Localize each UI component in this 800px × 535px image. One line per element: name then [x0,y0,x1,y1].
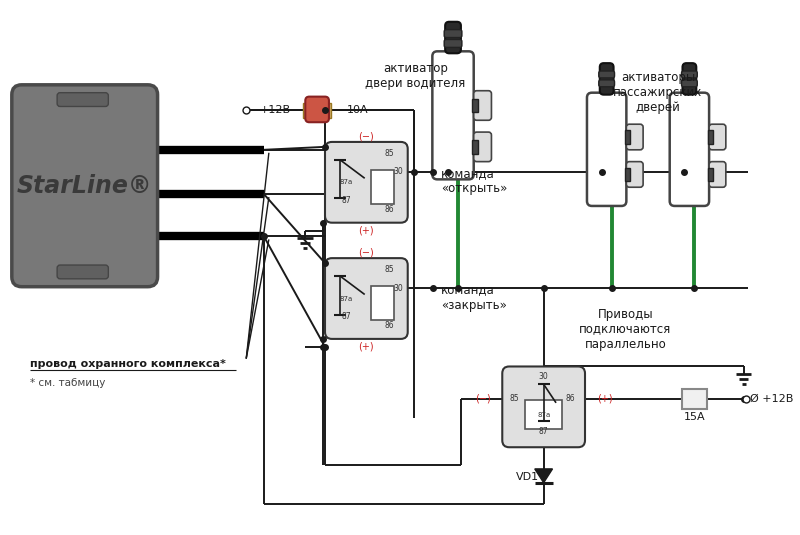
Text: 85: 85 [385,265,394,274]
Bar [526,400,562,430]
Bar [303,103,310,118]
Bar [708,130,713,144]
FancyBboxPatch shape [709,124,726,150]
Text: 86: 86 [385,322,394,331]
Text: 87a: 87a [537,412,550,418]
Text: 30: 30 [538,372,549,381]
FancyBboxPatch shape [598,80,614,87]
FancyBboxPatch shape [598,71,614,78]
Text: VD1: VD1 [515,472,538,482]
Text: 87: 87 [342,196,351,204]
FancyBboxPatch shape [626,162,643,187]
Text: (−): (−) [474,394,490,404]
FancyBboxPatch shape [682,63,696,95]
Bar [370,286,394,320]
Text: StarLine®: StarLine® [17,174,153,198]
Text: активаторы
пассажирских
дверей: активаторы пассажирских дверей [614,71,702,114]
Text: команда
«открыть»: команда «открыть» [442,167,507,195]
Text: 87: 87 [342,312,351,321]
Text: 87a: 87a [340,179,353,185]
Text: (+): (+) [358,226,374,235]
FancyBboxPatch shape [57,265,108,279]
FancyBboxPatch shape [444,40,462,48]
Text: 86: 86 [566,394,575,403]
FancyBboxPatch shape [626,124,643,150]
Text: Приводы
подключаются
параллельно: Приводы подключаются параллельно [579,308,671,350]
FancyBboxPatch shape [444,29,462,37]
FancyBboxPatch shape [432,51,474,179]
FancyBboxPatch shape [670,93,709,206]
Text: 87a: 87a [340,295,353,302]
Text: 85: 85 [385,149,394,158]
Bar [370,170,394,204]
FancyBboxPatch shape [474,91,491,120]
FancyBboxPatch shape [12,85,158,287]
FancyBboxPatch shape [445,22,461,54]
Text: 30: 30 [393,284,402,293]
Text: 85: 85 [509,394,518,403]
Bar [472,140,478,154]
Text: (+): (+) [358,342,374,352]
Text: (−): (−) [358,247,374,257]
Bar [472,98,478,112]
Bar [325,103,331,118]
Text: * см. табмицу: * см. табмицу [30,378,105,388]
Text: 86: 86 [385,205,394,215]
FancyBboxPatch shape [325,258,408,339]
FancyBboxPatch shape [587,93,626,206]
FancyBboxPatch shape [474,132,491,162]
Text: Ø +12В: Ø +12В [750,394,794,404]
Bar [626,167,630,181]
Bar [626,130,630,144]
Text: (+): (+) [597,394,613,404]
FancyBboxPatch shape [682,80,698,87]
FancyBboxPatch shape [709,162,726,187]
FancyBboxPatch shape [325,142,408,223]
Text: (−): (−) [358,131,374,141]
Bar [682,389,707,409]
Text: 15A: 15A [683,411,705,422]
Text: провод охранного комплекса*: провод охранного комплекса* [30,358,226,369]
Text: 30: 30 [393,167,402,177]
Text: активатор
двери водителя: активатор двери водителя [366,62,466,90]
FancyBboxPatch shape [306,97,329,122]
FancyBboxPatch shape [57,93,108,106]
FancyBboxPatch shape [502,366,585,447]
Polygon shape [534,469,553,483]
Text: 10A: 10A [346,105,368,116]
Bar [708,167,713,181]
Text: команда
«закрыть»: команда «закрыть» [442,284,507,311]
Text: +12В: +12В [260,105,291,116]
FancyBboxPatch shape [682,71,698,78]
Text: 87: 87 [539,426,549,435]
FancyBboxPatch shape [600,63,614,95]
